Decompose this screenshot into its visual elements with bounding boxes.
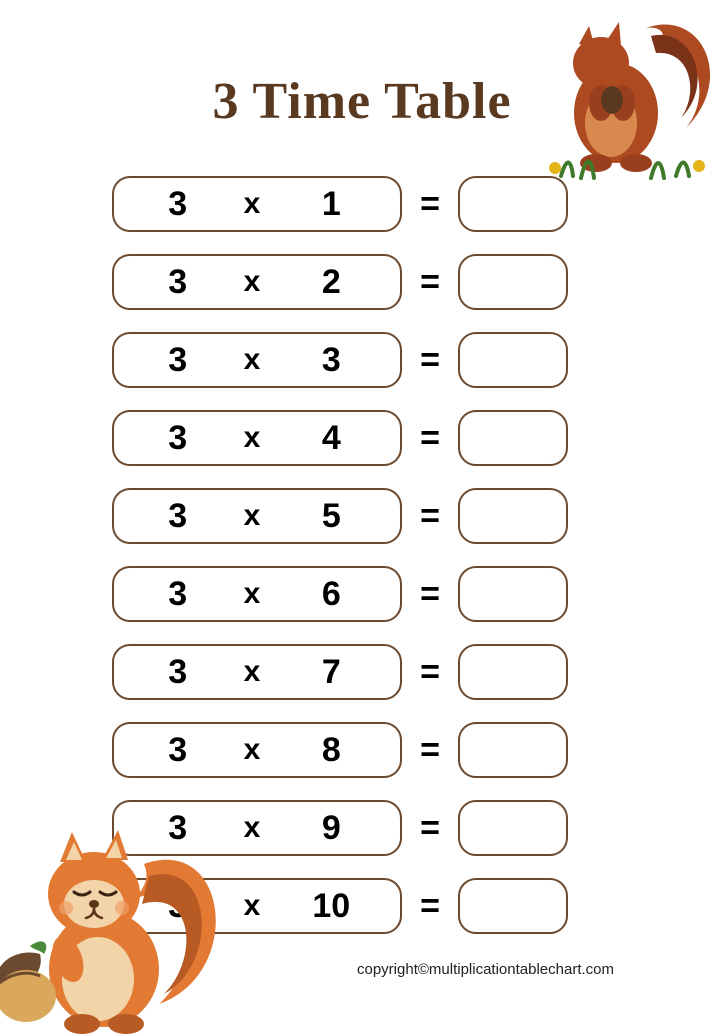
multiply-operator: x (237, 187, 267, 221)
expression-box: 3 x 4 (112, 410, 402, 466)
multiplicand: 3 (158, 185, 198, 224)
times-table-row: 3 x 1 = (112, 175, 612, 233)
equals-sign: = (402, 419, 458, 458)
equals-sign: = (402, 887, 458, 926)
answer-box[interactable] (458, 878, 568, 934)
multiplier: 9 (306, 809, 356, 848)
multiply-operator: x (237, 577, 267, 611)
multiplier: 1 (306, 185, 356, 224)
times-table-row: 3 x 7 = (112, 643, 612, 701)
multiplier: 3 (306, 341, 356, 380)
multiplier: 10 (306, 887, 356, 926)
multiply-operator: x (237, 265, 267, 299)
equals-sign: = (402, 809, 458, 848)
times-table-row: 3 x 5 = (112, 487, 612, 545)
expression-box: 3 x 8 (112, 722, 402, 778)
multiplier: 4 (306, 419, 356, 458)
multiplier: 6 (306, 575, 356, 614)
copyright-text: copyright©multiplicationtablechart.com (357, 961, 614, 978)
equals-sign: = (402, 731, 458, 770)
multiplier: 7 (306, 653, 356, 692)
multiply-operator: x (237, 811, 267, 845)
multiplicand: 3 (158, 497, 198, 536)
answer-box[interactable] (458, 410, 568, 466)
multiplicand: 3 (158, 653, 198, 692)
expression-box: 3 x 5 (112, 488, 402, 544)
answer-box[interactable] (458, 800, 568, 856)
multiply-operator: x (237, 343, 267, 377)
equals-sign: = (402, 497, 458, 536)
multiplicand: 3 (158, 419, 198, 458)
equals-sign: = (402, 575, 458, 614)
multiplicand: 3 (158, 575, 198, 614)
equals-sign: = (402, 185, 458, 224)
multiply-operator: x (237, 499, 267, 533)
multiply-operator: x (237, 655, 267, 689)
multiply-operator: x (237, 421, 267, 455)
expression-box: 3 x 6 (112, 566, 402, 622)
answer-box[interactable] (458, 566, 568, 622)
answer-box[interactable] (458, 254, 568, 310)
equals-sign: = (402, 341, 458, 380)
answer-box[interactable] (458, 644, 568, 700)
expression-box: 3 x 2 (112, 254, 402, 310)
times-table-row: 3 x 2 = (112, 253, 612, 311)
equals-sign: = (402, 263, 458, 302)
answer-box[interactable] (458, 722, 568, 778)
expression-box: 3 x 1 (112, 176, 402, 232)
answer-box[interactable] (458, 332, 568, 388)
times-table-row: 3 x 8 = (112, 721, 612, 779)
multiply-operator: x (237, 733, 267, 767)
times-table-row: 3 x 3 = (112, 331, 612, 389)
multiplicand: 3 (158, 263, 198, 302)
multiplicand: 3 (158, 731, 198, 770)
times-table-row: 3 x 6 = (112, 565, 612, 623)
multiplicand: 3 (158, 341, 198, 380)
multiply-operator: x (237, 889, 267, 923)
multiplier: 5 (306, 497, 356, 536)
answer-box[interactable] (458, 488, 568, 544)
multiplier: 2 (306, 263, 356, 302)
expression-box: 3 x 3 (112, 332, 402, 388)
expression-box: 3 x 7 (112, 644, 402, 700)
multiplier: 8 (306, 731, 356, 770)
squirrel-top-right-icon (541, 8, 716, 193)
squirrel-bottom-left-icon (0, 804, 224, 1034)
equals-sign: = (402, 653, 458, 692)
times-table-row: 3 x 4 = (112, 409, 612, 467)
